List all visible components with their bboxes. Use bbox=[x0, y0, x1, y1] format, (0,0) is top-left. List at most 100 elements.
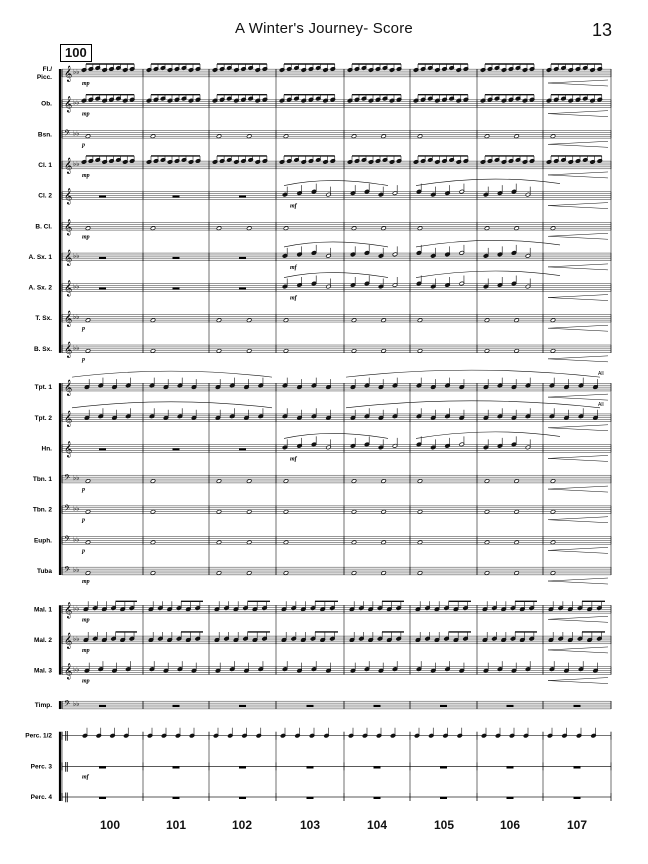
note-head bbox=[309, 733, 315, 738]
whole-note bbox=[351, 509, 357, 514]
slur bbox=[71, 401, 273, 409]
whole-note bbox=[283, 318, 289, 323]
note-head bbox=[320, 607, 326, 612]
half-note bbox=[380, 226, 387, 231]
staff-mal-2: Mal. 2 𝄞 ♭♭mp bbox=[34, 631, 612, 654]
note-head bbox=[195, 605, 201, 611]
instrument-label: Mal. 3 bbox=[34, 668, 52, 675]
measure-number: 106 bbox=[499, 818, 521, 832]
note-head bbox=[311, 281, 317, 286]
slur bbox=[283, 433, 389, 439]
treble-clef-icon: 𝄞 bbox=[64, 250, 72, 266]
note-head bbox=[378, 253, 384, 259]
staff-bsn-: Bsn. 𝄢 ♭♭p bbox=[38, 129, 612, 148]
key-signature-icon: ♭♭ bbox=[73, 505, 80, 513]
note-head bbox=[101, 607, 107, 612]
note-head bbox=[163, 415, 169, 420]
note-head bbox=[252, 607, 258, 612]
treble-clef-icon: 𝄞 bbox=[64, 602, 72, 618]
measure-number: 100 bbox=[99, 818, 121, 832]
instrument-label: Euph. bbox=[34, 537, 52, 544]
dynamic-marking: p bbox=[81, 487, 85, 493]
note-head bbox=[525, 253, 531, 259]
note-head bbox=[243, 668, 250, 673]
note-head bbox=[416, 442, 422, 447]
half-note bbox=[246, 348, 252, 353]
note-head bbox=[223, 636, 230, 641]
whole-note bbox=[150, 226, 156, 231]
note-head bbox=[453, 637, 459, 643]
note-head bbox=[92, 636, 98, 641]
note-head bbox=[148, 607, 154, 612]
instrument-label: A. Sx. 2 bbox=[29, 285, 53, 292]
note-head bbox=[185, 637, 191, 643]
note-head bbox=[497, 252, 503, 257]
note-head bbox=[294, 733, 301, 738]
instrument-label-line: Tpt. 2 bbox=[35, 415, 53, 422]
note-head bbox=[83, 607, 89, 612]
staff-mal-1: Mal. 1 𝄞 ♭♭mp bbox=[34, 600, 612, 623]
note-head bbox=[483, 253, 489, 259]
staff-hn-: Hn. 𝄞 ▬ ▬ ▬ bbox=[42, 436, 612, 462]
staff-perc-3: Perc. 3 ‖ mf ▬ ▬ ▬ ▬ ▬ ▬ ▬ ▬ bbox=[31, 761, 612, 780]
whole-note bbox=[85, 509, 91, 514]
note-head bbox=[459, 189, 465, 194]
note-head bbox=[310, 636, 316, 641]
instrument-label: B. Cl. bbox=[35, 223, 52, 230]
instrument-label-line: B. Cl. bbox=[35, 223, 52, 230]
note-head bbox=[296, 443, 303, 449]
instrument-label-line: Cl. 1 bbox=[38, 162, 52, 169]
note-head bbox=[390, 733, 396, 738]
measure-number: 104 bbox=[366, 818, 388, 832]
staff-b-cl-: B. Cl. 𝄞 mp bbox=[35, 219, 612, 240]
note-head bbox=[501, 637, 507, 643]
dynamic-marking: p bbox=[81, 326, 85, 332]
note-head bbox=[525, 445, 531, 450]
dynamic-marking: mp bbox=[82, 234, 90, 240]
note-head bbox=[511, 385, 517, 390]
note-head bbox=[243, 385, 250, 390]
rest-icon: ▬ bbox=[307, 794, 314, 801]
note-head bbox=[434, 607, 440, 612]
staff-b-sx-: B. Sx. 𝄞 ♭♭p bbox=[34, 342, 612, 363]
whole-note bbox=[283, 478, 289, 484]
whole-note bbox=[85, 570, 91, 576]
half-note bbox=[246, 318, 252, 323]
note-head bbox=[261, 636, 268, 641]
half-note bbox=[513, 509, 520, 514]
whole-note bbox=[417, 570, 423, 576]
note-head bbox=[111, 668, 118, 673]
instrument-label-line: Tuba bbox=[37, 568, 52, 575]
note-head bbox=[123, 733, 129, 738]
key-signature-icon: ♭♭ bbox=[73, 99, 80, 107]
note-head bbox=[129, 636, 135, 641]
crescendo-hairpin bbox=[547, 393, 609, 401]
note-head bbox=[109, 733, 116, 738]
note-head bbox=[525, 192, 531, 197]
half-note bbox=[513, 540, 520, 545]
slur bbox=[283, 272, 389, 278]
whole-note bbox=[484, 318, 490, 323]
note-head bbox=[529, 605, 535, 611]
note-head bbox=[233, 637, 239, 643]
treble-clef-icon: 𝄞 bbox=[64, 664, 72, 680]
note-head bbox=[110, 636, 117, 641]
note-head bbox=[280, 733, 286, 738]
note-head bbox=[120, 607, 126, 612]
key-signature-icon: ♭♭ bbox=[73, 604, 80, 612]
note-head bbox=[483, 445, 489, 450]
staff-cl-2: Cl. 2 𝄞 ▬ ▬ ▬ bbox=[38, 183, 612, 209]
note-head bbox=[416, 281, 422, 286]
note-head bbox=[300, 607, 306, 612]
rehearsal-mark: 100 bbox=[60, 44, 92, 62]
half-note bbox=[380, 348, 387, 353]
score-title: A Winter's Journey- Score bbox=[235, 20, 413, 37]
note-head bbox=[483, 192, 489, 197]
rest-icon: ▬ bbox=[99, 445, 106, 452]
half-note bbox=[246, 478, 252, 484]
instrument-label-line: Mal. 3 bbox=[34, 668, 52, 675]
slur bbox=[415, 270, 561, 278]
rest-icon: ▬ bbox=[239, 702, 246, 709]
note-head bbox=[459, 415, 465, 420]
note-head bbox=[296, 668, 303, 673]
